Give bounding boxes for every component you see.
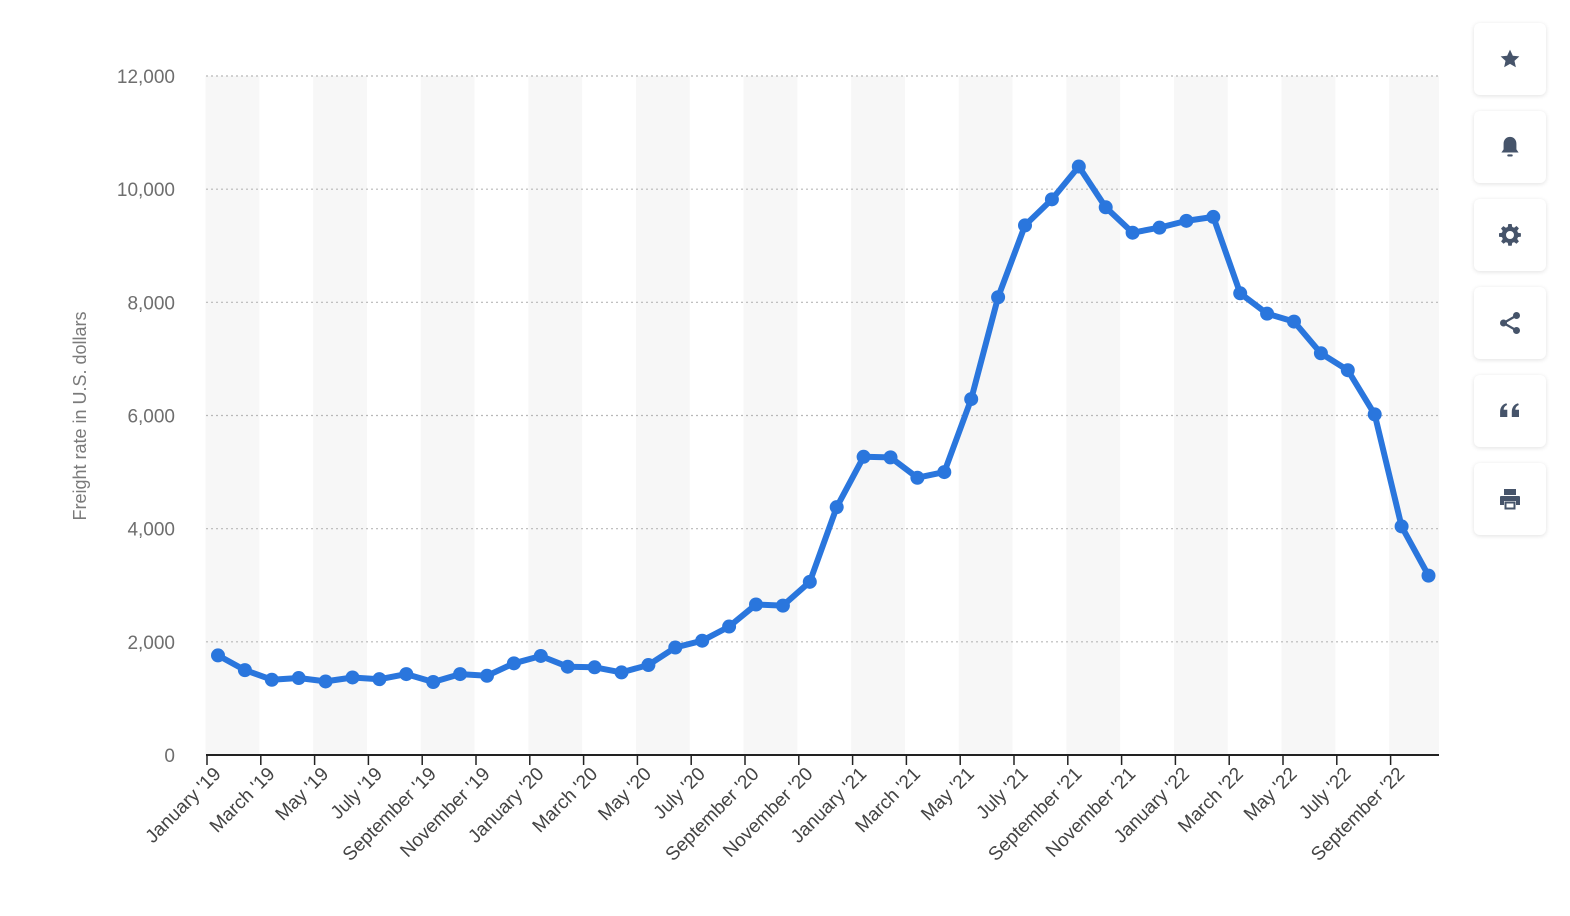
series-line xyxy=(215,163,1432,685)
data-point xyxy=(802,574,817,589)
x-tick-label: May '19 xyxy=(272,764,333,825)
data-point xyxy=(264,672,279,687)
data-point xyxy=(1367,407,1382,422)
bell-icon xyxy=(1499,135,1521,159)
data-point xyxy=(211,648,225,663)
data-point xyxy=(1044,192,1059,207)
data-point xyxy=(587,660,602,675)
data-point xyxy=(1071,159,1086,174)
chart-toolbar xyxy=(1474,23,1546,551)
data-point xyxy=(1260,306,1275,321)
y-tick-label: 12,000 xyxy=(117,67,175,88)
data-point xyxy=(1018,218,1032,233)
x-tick-label: May '21 xyxy=(917,764,978,825)
data-point xyxy=(372,672,387,687)
background-band xyxy=(851,76,905,755)
data-point xyxy=(856,449,871,464)
data-point xyxy=(1206,209,1221,224)
data-point xyxy=(829,500,844,515)
data-point xyxy=(910,470,925,485)
data-point xyxy=(991,290,1006,305)
data-point xyxy=(399,667,414,682)
x-tick-label: May '20 xyxy=(594,764,655,825)
x-tick-label: May '22 xyxy=(1240,764,1301,825)
data-point xyxy=(318,674,333,689)
x-tick-label: September '21 xyxy=(985,764,1087,866)
data-point xyxy=(722,619,737,634)
notification-button[interactable] xyxy=(1474,111,1546,183)
print-button[interactable] xyxy=(1474,463,1546,535)
data-point xyxy=(775,598,790,613)
data-point xyxy=(345,670,360,685)
data-point xyxy=(560,659,575,674)
x-tick-label: September '22 xyxy=(1307,764,1409,866)
data-point xyxy=(291,671,306,686)
data-point xyxy=(1152,220,1167,235)
data-point xyxy=(695,633,710,648)
data-point xyxy=(883,450,898,465)
data-point xyxy=(506,656,521,671)
data-point xyxy=(1179,213,1194,228)
data-point xyxy=(641,658,656,673)
data-point xyxy=(1340,363,1355,378)
data-point xyxy=(1394,519,1409,534)
quote-icon xyxy=(1499,402,1521,420)
y-tick-label: 4,000 xyxy=(127,520,175,541)
x-tick-label: January '19 xyxy=(142,764,226,848)
settings-button[interactable] xyxy=(1474,199,1546,271)
y-axis-label: Freight rate in U.S. dollars xyxy=(70,311,90,520)
y-tick-label: 0 xyxy=(164,746,175,767)
printer-icon xyxy=(1498,487,1522,511)
star-icon xyxy=(1499,48,1521,70)
data-point xyxy=(1313,346,1328,361)
data-point xyxy=(237,663,252,678)
data-point xyxy=(1233,286,1248,301)
data-point xyxy=(480,668,494,683)
data-point xyxy=(964,392,979,407)
data-point xyxy=(1098,200,1113,215)
y-axis-ticks: 0 2,000 4,000 6,000 8,000 10,000 12,000 xyxy=(117,67,175,767)
data-points xyxy=(211,159,1436,690)
gridlines xyxy=(206,75,1439,643)
data-point xyxy=(668,640,683,655)
data-point xyxy=(1421,568,1436,583)
gear-icon xyxy=(1498,223,1522,247)
y-tick-label: 8,000 xyxy=(127,293,175,314)
data-point xyxy=(614,665,629,680)
share-icon xyxy=(1498,311,1522,335)
data-point xyxy=(453,667,468,682)
data-point xyxy=(937,465,952,480)
y-tick-label: 2,000 xyxy=(127,633,175,654)
cite-button[interactable] xyxy=(1474,375,1546,447)
share-button[interactable] xyxy=(1474,287,1546,359)
favorite-button[interactable] xyxy=(1474,23,1546,95)
y-tick-label: 10,000 xyxy=(117,180,175,201)
data-point xyxy=(426,675,441,690)
data-point xyxy=(533,648,548,663)
x-tick-label: September '20 xyxy=(662,764,764,866)
data-point xyxy=(749,597,763,612)
x-tick-label: September '19 xyxy=(339,764,441,866)
y-tick-label: 6,000 xyxy=(127,407,175,428)
data-point xyxy=(1287,314,1301,329)
data-point xyxy=(1125,225,1140,240)
